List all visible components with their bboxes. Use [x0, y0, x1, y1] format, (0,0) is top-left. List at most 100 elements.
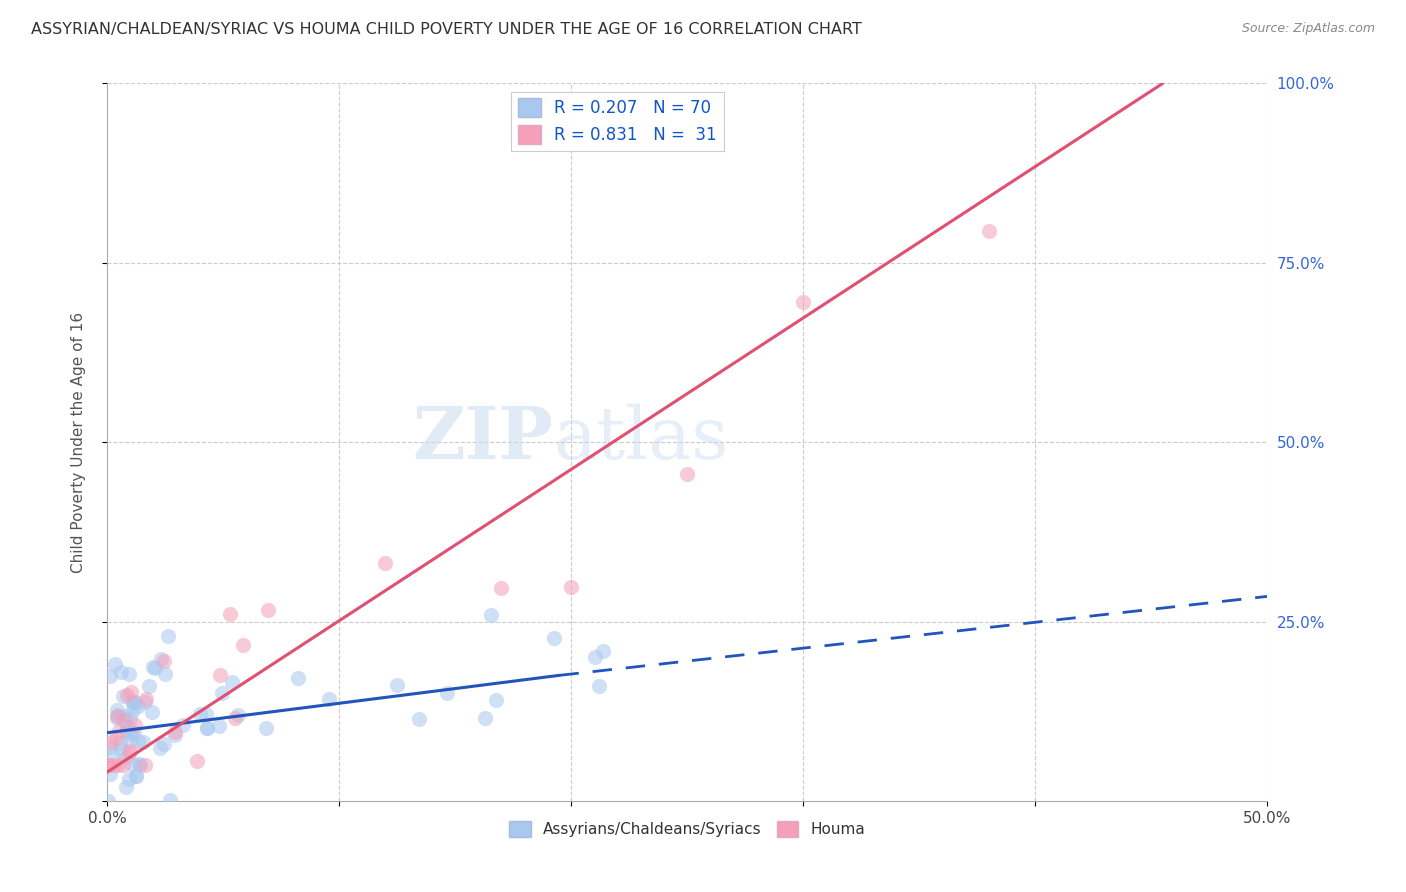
Point — [479, 608, 502, 623]
Point — [560, 580, 582, 594]
Point — [219, 607, 242, 621]
Point — [208, 668, 231, 682]
Point — [105, 709, 128, 723]
Point — [121, 693, 143, 707]
Point — [588, 679, 610, 693]
Point — [195, 706, 218, 721]
Point — [197, 722, 219, 736]
Point — [97, 794, 120, 808]
Point — [543, 631, 565, 645]
Point — [792, 295, 814, 310]
Point — [124, 695, 146, 709]
Point — [228, 708, 250, 723]
Point — [143, 660, 166, 674]
Point — [118, 743, 141, 757]
Point — [118, 734, 141, 748]
Point — [141, 705, 163, 719]
Point — [221, 674, 243, 689]
Point — [224, 711, 246, 725]
Point — [190, 706, 212, 721]
Point — [374, 556, 396, 570]
Text: ZIP: ZIP — [413, 403, 554, 474]
Point — [195, 721, 218, 735]
Point — [125, 769, 148, 783]
Point — [138, 679, 160, 693]
Point — [134, 758, 156, 772]
Point — [149, 741, 172, 756]
Point — [118, 746, 141, 760]
Point — [107, 758, 129, 772]
Text: ASSYRIAN/CHALDEAN/SYRIAC VS HOUMA CHILD POVERTY UNDER THE AGE OF 16 CORRELATION : ASSYRIAN/CHALDEAN/SYRIAC VS HOUMA CHILD … — [31, 22, 862, 37]
Point — [120, 726, 142, 740]
Point — [257, 602, 280, 616]
Point — [159, 793, 181, 807]
Point — [125, 769, 148, 783]
Point — [120, 684, 142, 698]
Point — [254, 721, 277, 735]
Point — [135, 692, 157, 706]
Point — [127, 733, 149, 747]
Point — [108, 736, 131, 750]
Point — [583, 649, 606, 664]
Point — [122, 696, 145, 710]
Point — [676, 467, 699, 482]
Point — [115, 750, 138, 764]
Point — [124, 718, 146, 732]
Y-axis label: Child Poverty Under the Age of 16: Child Poverty Under the Age of 16 — [72, 311, 86, 573]
Point — [186, 754, 208, 768]
Point — [977, 223, 1000, 237]
Point — [474, 711, 496, 725]
Point — [114, 708, 136, 723]
Text: atlas: atlas — [554, 403, 730, 474]
Point — [153, 667, 176, 681]
Point — [122, 725, 145, 739]
Point — [208, 719, 231, 733]
Point — [118, 772, 141, 786]
Point — [105, 703, 128, 717]
Point — [110, 742, 132, 756]
Point — [98, 766, 121, 780]
Point — [152, 737, 174, 751]
Point — [153, 654, 176, 668]
Point — [149, 652, 172, 666]
Point — [165, 725, 187, 739]
Point — [491, 582, 513, 596]
Point — [98, 668, 121, 682]
Point — [108, 723, 131, 738]
Point — [592, 643, 614, 657]
Point — [232, 638, 254, 652]
Point — [115, 723, 138, 738]
Point — [100, 739, 122, 754]
Point — [408, 712, 430, 726]
Point — [385, 678, 408, 692]
Point — [287, 671, 309, 685]
Point — [100, 735, 122, 749]
Point — [115, 780, 138, 795]
Point — [115, 688, 138, 702]
Point — [120, 711, 142, 725]
Point — [142, 659, 165, 673]
Point — [112, 758, 135, 772]
Point — [157, 629, 180, 643]
Point — [131, 735, 153, 749]
Point — [105, 711, 128, 725]
Point — [111, 690, 134, 704]
Point — [104, 657, 127, 671]
Point — [103, 758, 125, 772]
Point — [118, 666, 141, 681]
Point — [110, 665, 132, 679]
Point — [128, 756, 150, 771]
Legend: Assyrians/Chaldeans/Syriacs, Houma: Assyrians/Chaldeans/Syriacs, Houma — [503, 814, 872, 844]
Point — [134, 695, 156, 709]
Text: Source: ZipAtlas.com: Source: ZipAtlas.com — [1241, 22, 1375, 36]
Point — [485, 693, 508, 707]
Point — [107, 708, 129, 723]
Point — [97, 758, 120, 772]
Point — [165, 728, 187, 742]
Point — [172, 718, 194, 732]
Point — [115, 719, 138, 733]
Point — [121, 703, 143, 717]
Point — [318, 692, 340, 706]
Point — [101, 748, 124, 763]
Point — [211, 686, 233, 700]
